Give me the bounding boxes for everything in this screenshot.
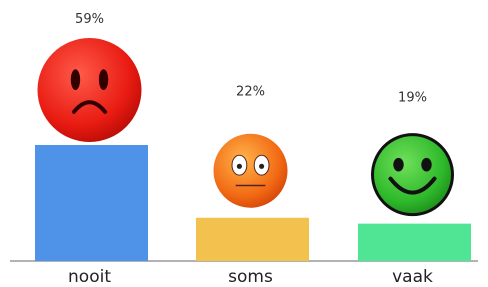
category-label: soms	[228, 267, 273, 287]
bar	[358, 224, 471, 261]
pupil	[237, 164, 242, 169]
face	[214, 134, 288, 208]
emoji	[214, 134, 288, 208]
category-label: nooit	[68, 267, 111, 287]
chart: 59% nooit 22% soms 19% vaak	[0, 0, 488, 287]
face	[38, 38, 142, 142]
value-label: 19%	[398, 91, 427, 106]
emoji	[373, 135, 453, 215]
value-label: 59%	[75, 12, 104, 27]
pupil	[259, 164, 264, 169]
bar	[196, 218, 309, 261]
eye	[393, 158, 403, 172]
bar	[35, 145, 148, 261]
value-label: 22%	[236, 85, 265, 100]
eye	[99, 69, 108, 90]
eye	[421, 158, 431, 172]
emoji	[38, 38, 142, 142]
eye	[71, 69, 80, 90]
category-label: vaak	[392, 267, 433, 287]
face	[373, 135, 453, 215]
